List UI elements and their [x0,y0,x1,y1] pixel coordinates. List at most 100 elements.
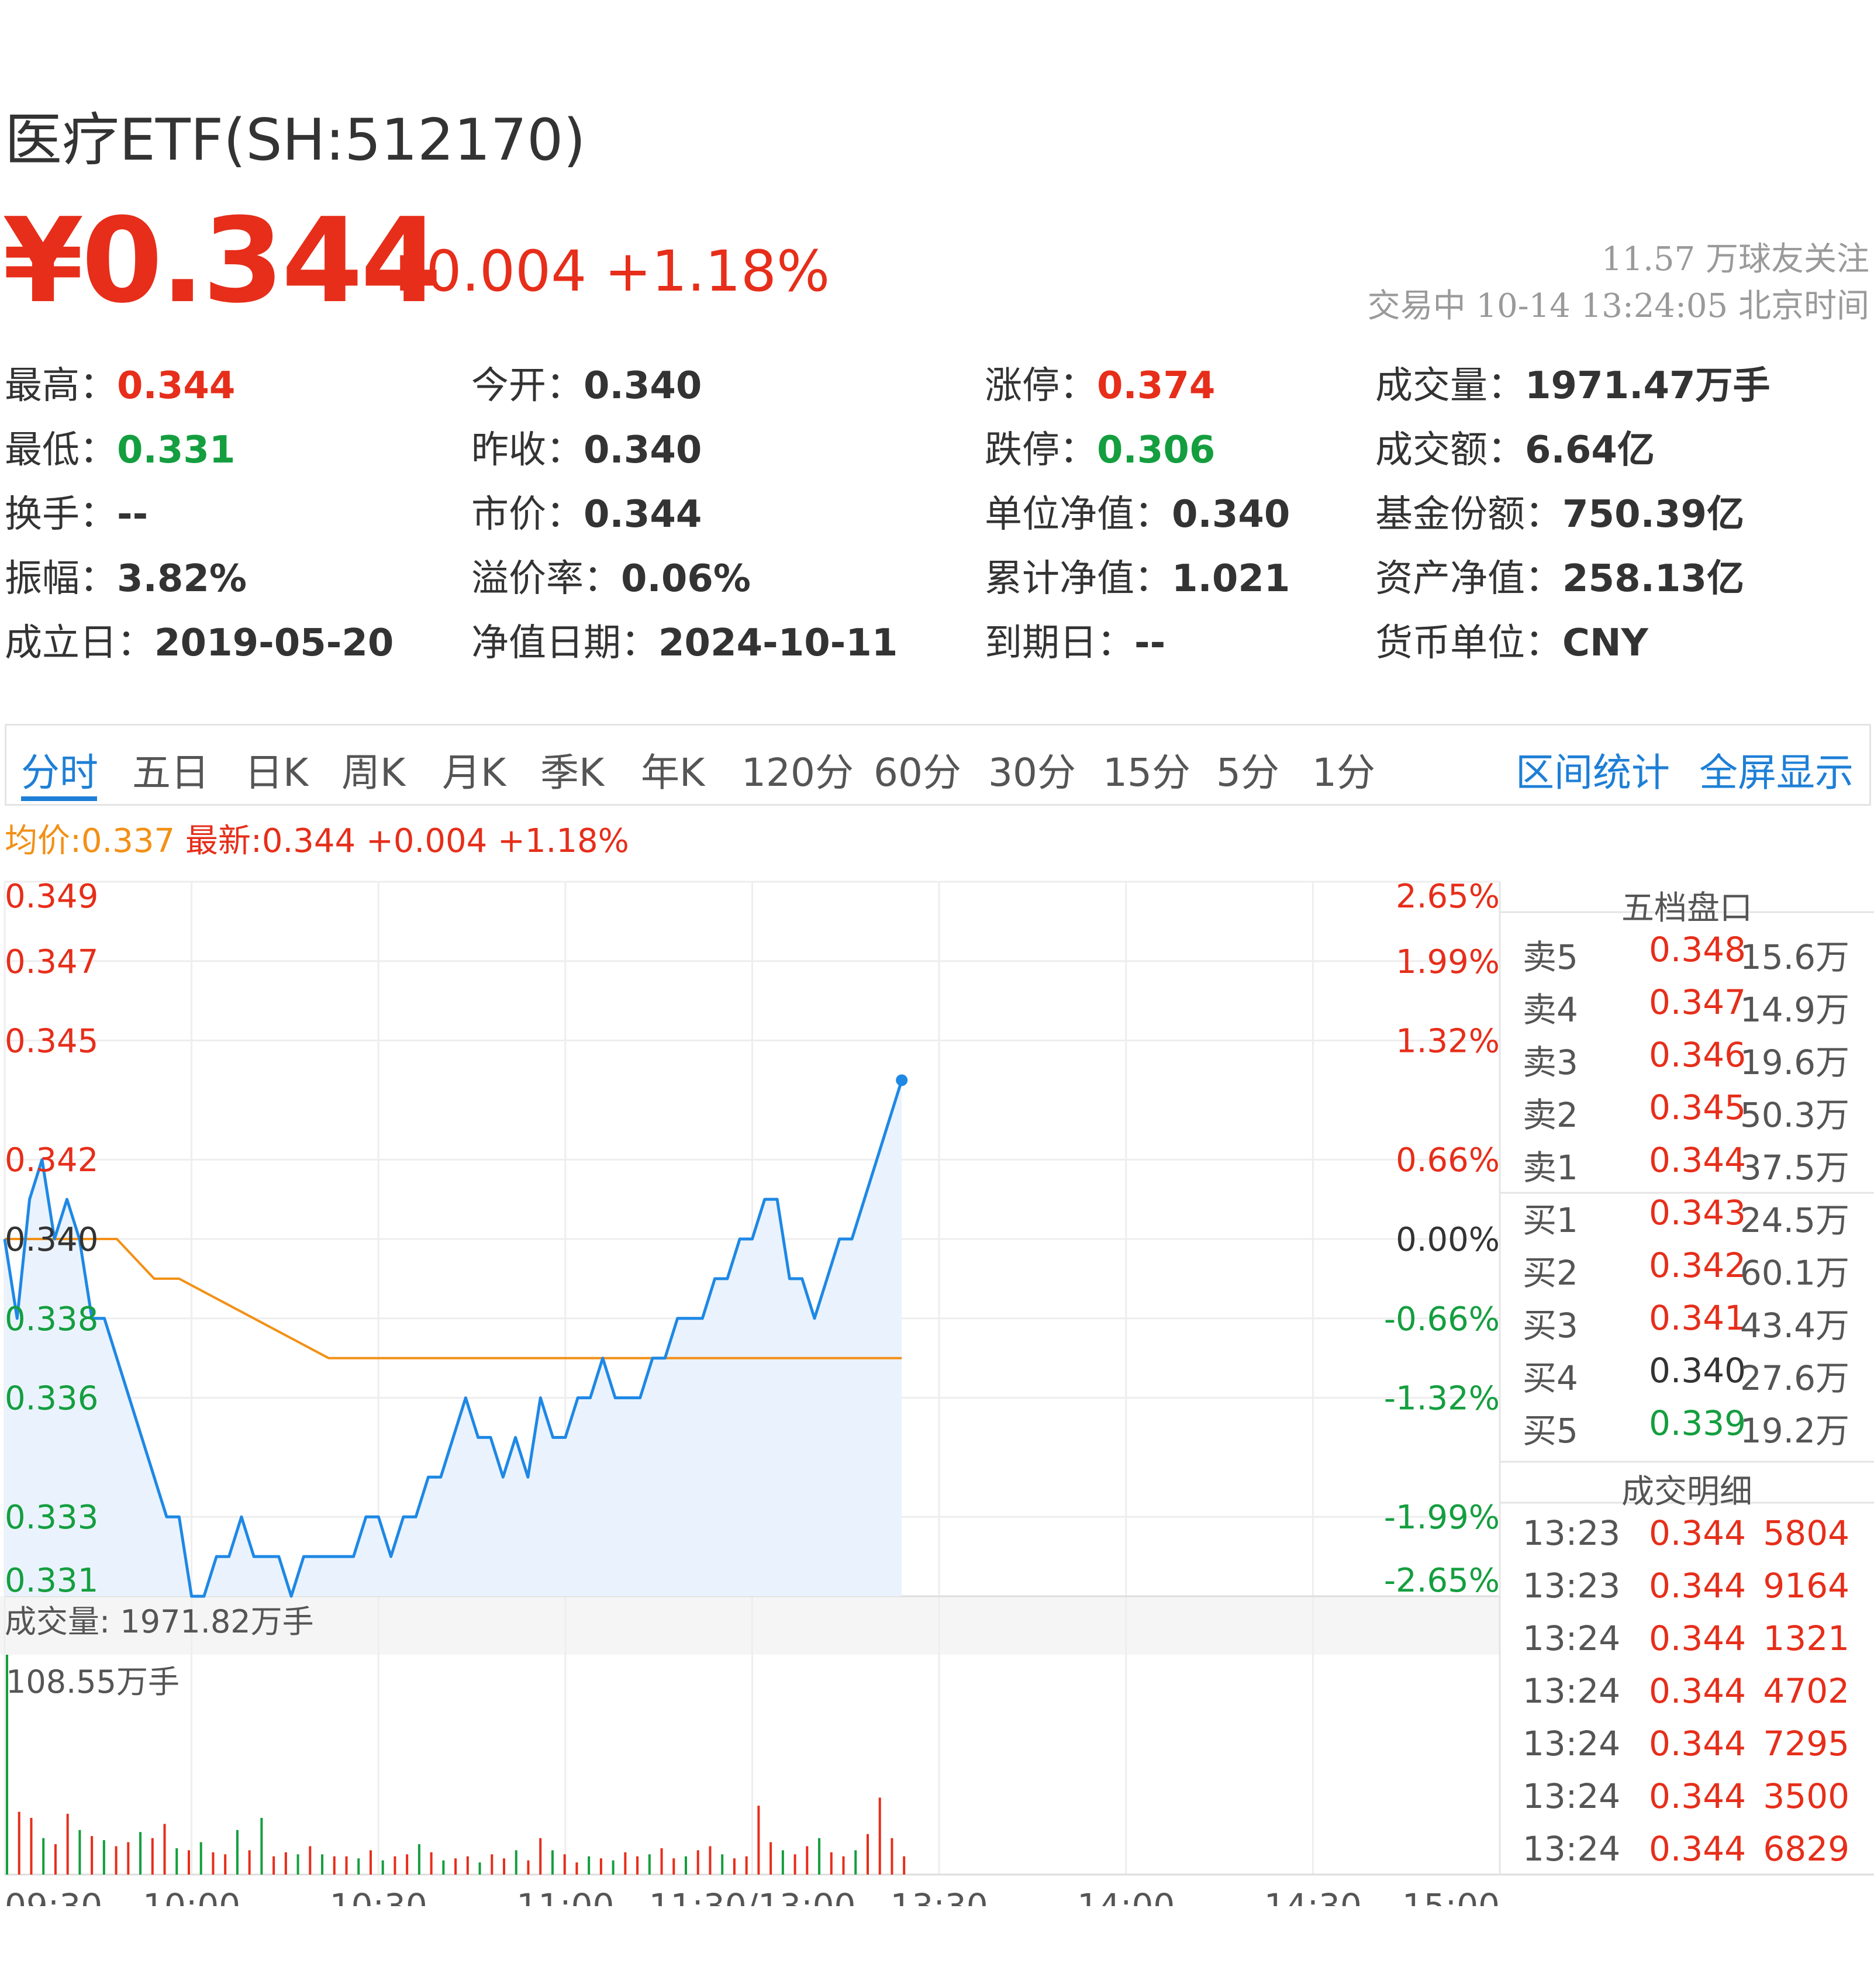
quote-cell: 货币单位：CNY [1375,613,1648,667]
order-level-price: 0.348 [1649,930,1747,969]
volume-bar [102,1840,105,1875]
quote-cell: 成立日：2019-05-20 [5,613,394,667]
legend-avg-price: 均价:0.337 [5,822,175,860]
quote-cell: 最高：0.344 [5,356,235,409]
x-tick-label: 14:00 [1077,1886,1175,1906]
volume-bar [175,1848,178,1875]
volume-bar [745,1856,748,1875]
pct-tick-label: -2.65% [1384,1562,1500,1600]
order-level-price: 0.346 [1649,1035,1747,1075]
quote-cell: 跌停：0.306 [985,420,1215,474]
tab-10[interactable]: 15分 [1103,750,1190,795]
quote-value: 0.374 [1097,364,1216,408]
intraday-chart[interactable]: 0.349 2.65% 0.347 1.99% 0.345 1.32% 0.342 0.66%… [0,865,1874,1906]
order-level-price: 0.341 [1649,1298,1747,1338]
current-price: ¥0.344 [2,193,442,329]
quote-cell: 今开：0.340 [471,356,702,409]
tab-0[interactable]: 分时 [21,750,98,795]
volume-bar [636,1856,639,1875]
pct-tick-label: -1.99% [1384,1499,1500,1537]
tab-7[interactable]: 120分 [741,750,854,795]
order-level-price: 0.340 [1649,1351,1747,1390]
order-level-label: 买5 [1523,1411,1578,1451]
order-level-price: 0.344 [1649,1140,1747,1180]
volume-bar [199,1842,202,1875]
page-title: 医疗ETF(SH:512170) [5,107,586,174]
x-tick-label: 10:00 [143,1886,240,1906]
volume-bar [309,1846,312,1875]
tab-11[interactable]: 5分 [1216,750,1279,795]
order-level-volume: 60.1万 [1740,1253,1849,1293]
range-stats-link[interactable]: 区间统计 [1516,750,1670,795]
volume-bar [721,1854,724,1875]
trade-price: 0.344 [1649,1513,1747,1553]
quote-label: 涨停： [985,364,1097,408]
tab-4[interactable]: 月K [442,750,506,795]
trade-price: 0.344 [1649,1829,1747,1869]
quote-value: 0.344 [117,364,236,408]
volume-bar [333,1856,336,1875]
volume-bar [187,1850,190,1875]
tab-3[interactable]: 周K [341,750,406,795]
quote-cell: 昨收：0.340 [471,420,702,474]
trade-price: 0.344 [1649,1618,1747,1658]
quote-label: 成立日： [5,622,154,665]
volume-bar [163,1824,166,1875]
volume-bar [842,1856,845,1875]
quote-cell: 到期日：-- [985,613,1165,667]
tab-2[interactable]: 日K [244,750,309,795]
volume-bar [417,1844,420,1875]
volume-bar [236,1830,239,1875]
y-tick-label: 0.336 [5,1380,98,1418]
trade-price: 0.344 [1649,1566,1747,1606]
volume-bar [818,1838,821,1875]
volume-bar [381,1860,384,1875]
tab-9[interactable]: 30分 [988,750,1076,795]
quote-cell: 振幅：3.82% [5,548,247,602]
quote-value: 0.340 [584,429,702,472]
order-book-title: 五档盘口 [1621,889,1752,927]
tab-5[interactable]: 季K [540,750,605,795]
volume-bar [733,1858,736,1875]
active-tab-indicator [21,796,97,801]
volume-bar [539,1838,542,1875]
fullscreen-link[interactable]: 全屏显示 [1699,750,1854,795]
tab-6[interactable]: 年K [641,750,705,795]
order-level-volume: 14.9万 [1740,990,1849,1030]
volume-bar [575,1862,578,1875]
pct-tick-label: 1.99% [1396,943,1500,981]
volume-bar [660,1848,663,1875]
tab-1[interactable]: 五日 [132,750,209,795]
y-tick-label: 0.345 [5,1023,98,1061]
quote-label: 换手： [5,493,117,536]
volume-bar [527,1860,530,1875]
trade-time: 13:24 [1523,1829,1621,1869]
volume-max-label: 108.55万手 [6,1663,180,1700]
order-level-volume: 50.3万 [1740,1095,1849,1135]
volume-bar [769,1842,772,1875]
volume-bar [127,1842,130,1875]
tab-12[interactable]: 1分 [1312,750,1375,795]
quote-value: 0.331 [117,429,236,472]
price-change: +0.004 +1.18% [379,239,830,304]
quote-value: 2024-10-11 [658,622,898,665]
quote-cell: 涨停：0.374 [985,356,1215,409]
volume-bar [406,1854,409,1875]
volume-bar [357,1858,360,1875]
trading-status: 交易中 10-14 13:24:05 北京时间 [1367,287,1869,325]
x-tick-label: 10:30 [330,1886,427,1906]
followers-count[interactable]: 11.57 万球友关注 [1601,240,1869,278]
quote-cell: 最低：0.331 [5,420,235,474]
quote-label: 到期日： [985,622,1134,665]
quote-cell: 净值日期：2024-10-11 [471,613,898,667]
order-level-price: 0.343 [1649,1193,1747,1233]
quote-cell: 成交额：6.64亿 [1375,420,1655,474]
trade-volume: 5804 [1763,1513,1849,1553]
tab-8[interactable]: 60分 [874,750,961,795]
volume-bar [321,1854,324,1875]
chart-legend: 均价:0.337 最新:0.344 +0.004 +1.18% [5,814,629,862]
quote-label: 成交额： [1375,429,1525,472]
volume-header-band [0,1596,1500,1655]
volume-bar [878,1797,881,1875]
volume-bar [224,1854,227,1875]
